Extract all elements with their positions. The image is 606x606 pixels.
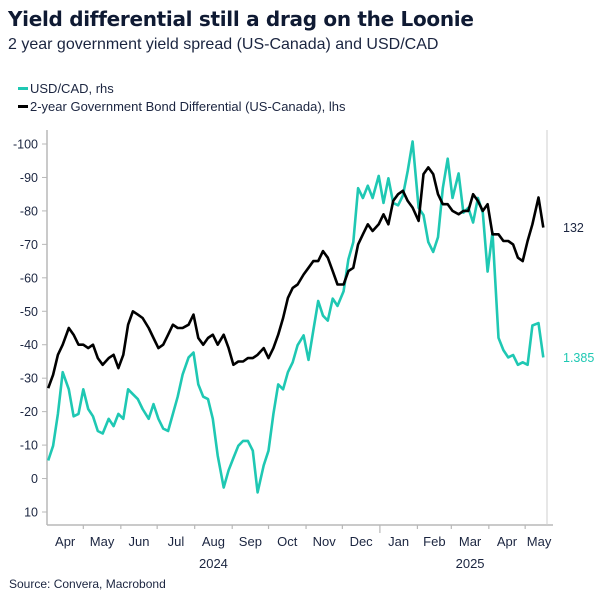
legend-item-usdcad: USD/CAD, rhs xyxy=(18,79,346,97)
x-tick-label: Apr xyxy=(497,534,518,549)
legend-swatch xyxy=(18,86,28,90)
x-tick-label: May xyxy=(90,534,115,549)
y-tick-label: 10 xyxy=(24,506,38,520)
y-tick-label: -10 xyxy=(20,439,38,453)
x-tick-label: Aug xyxy=(202,534,225,549)
yield-differential-line xyxy=(46,166,545,389)
y-tick-label: -30 xyxy=(20,372,38,386)
y-tick-label: -40 xyxy=(20,338,38,352)
chart-subtitle: 2 year government yield spread (US-Canad… xyxy=(8,36,439,53)
usdcad-end-label: 1.385 xyxy=(563,351,594,365)
y-tick-label: -60 xyxy=(20,271,38,285)
x-year-label: 2025 xyxy=(456,556,485,571)
legend-swatch xyxy=(18,104,28,108)
y-tick-label: -50 xyxy=(20,305,38,319)
x-tick-label: Jan xyxy=(388,534,409,549)
x-tick-label: Jul xyxy=(168,534,185,549)
source-note: Source: Convera, Macrobond xyxy=(9,577,166,591)
x-tick-label: Feb xyxy=(423,534,445,549)
y-tick-label: -70 xyxy=(20,238,38,252)
x-year-label: 2024 xyxy=(199,556,228,571)
x-tick-label: Sep xyxy=(239,534,262,549)
x-tick-label: Oct xyxy=(277,534,298,549)
y-tick-label: -90 xyxy=(20,171,38,185)
y-tick-label: 0 xyxy=(31,472,38,486)
y-tick-label: -20 xyxy=(20,405,38,419)
x-tick-label: Apr xyxy=(55,534,76,549)
legend-item-yield-differential: 2-year Government Bond Differential (US-… xyxy=(18,97,346,115)
yield-differential-end-label: 132 xyxy=(563,221,584,235)
x-tick-label: Dec xyxy=(350,534,374,549)
legend-label: 2-year Government Bond Differential (US-… xyxy=(30,98,346,114)
legend-label: USD/CAD, rhs xyxy=(30,80,114,96)
usdcad-line xyxy=(46,140,545,494)
y-tick-label: -80 xyxy=(20,204,38,218)
x-tick-label: Jun xyxy=(129,534,150,549)
x-tick-label: Mar xyxy=(459,534,482,549)
legend: USD/CAD, rhs 2-year Government Bond Diff… xyxy=(18,79,346,115)
y-tick-label: -100 xyxy=(13,138,38,152)
x-tick-label: Nov xyxy=(313,534,337,549)
x-tick-label: May xyxy=(527,534,552,549)
chart-title: Yield differential still a drag on the L… xyxy=(8,7,474,31)
